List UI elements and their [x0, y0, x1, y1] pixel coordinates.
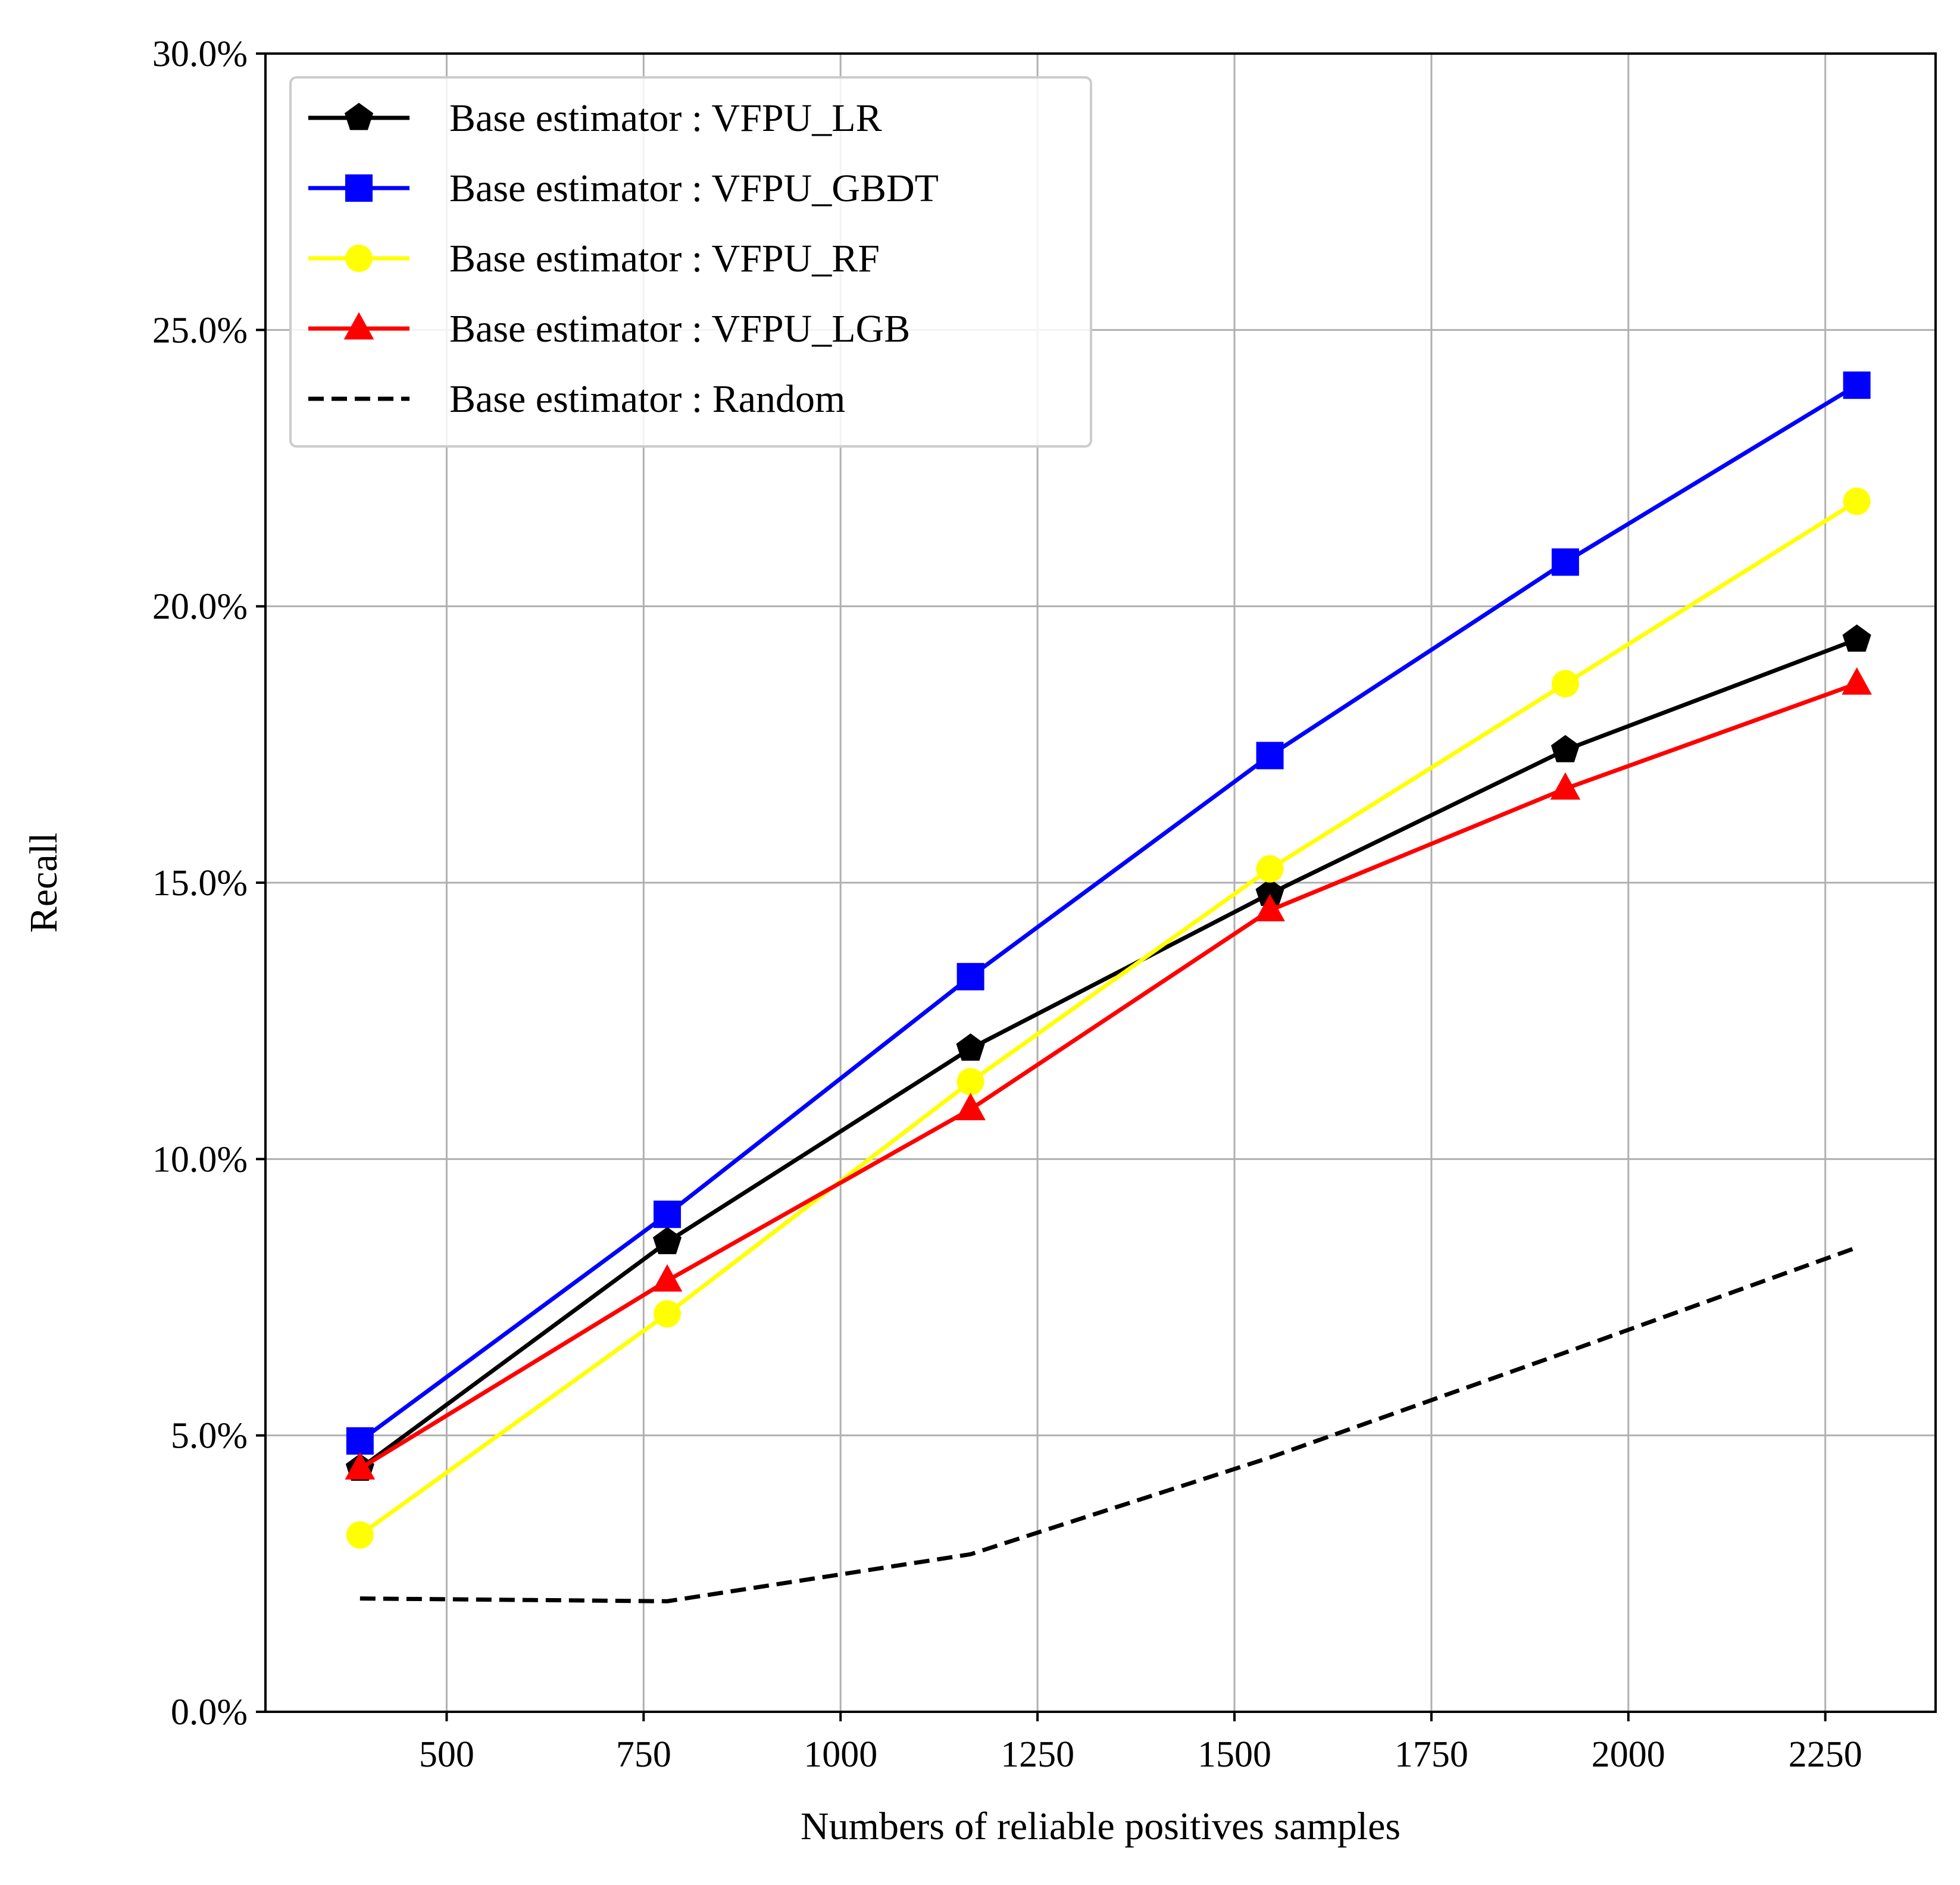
data-point	[1256, 742, 1284, 769]
data-point	[1843, 371, 1871, 399]
x-tick-label: 2250	[1789, 1734, 1862, 1775]
y-tick-label: 20.0%	[152, 587, 248, 627]
legend-marker	[345, 174, 373, 202]
x-tick-label: 1250	[1001, 1734, 1074, 1775]
x-tick-label: 500	[419, 1734, 474, 1775]
legend-label: Base estimator : VFPU_LR	[449, 96, 882, 140]
data-point	[654, 1300, 681, 1327]
y-tick-label: 5.0%	[171, 1416, 248, 1456]
data-point	[957, 963, 984, 990]
legend-marker	[345, 245, 373, 272]
x-tick-label: 750	[616, 1734, 671, 1775]
data-point	[346, 1521, 374, 1549]
y-axis-label: Recall	[22, 833, 65, 933]
x-tick-label: 1750	[1395, 1734, 1468, 1775]
data-point	[1552, 670, 1579, 698]
data-point	[1843, 487, 1871, 515]
y-tick-label: 0.0%	[171, 1692, 248, 1733]
x-axis-label: Numbers of reliable positives samples	[801, 1805, 1401, 1848]
y-tick-label: 10.0%	[152, 1139, 248, 1180]
y-tick-label: 30.0%	[152, 34, 248, 74]
data-point	[654, 1201, 681, 1228]
data-point	[346, 1427, 374, 1455]
x-tick-label: 1500	[1198, 1734, 1271, 1775]
legend-label: Base estimator : VFPU_GBDT	[449, 167, 939, 210]
x-tick-label: 2000	[1592, 1734, 1665, 1775]
legend: Base estimator : VFPU_LR Base estimator :…	[290, 77, 1091, 446]
legend-label: Base estimator : Random	[449, 377, 845, 421]
legend-label: Base estimator : VFPU_RF	[449, 237, 880, 280]
data-point	[1552, 548, 1579, 576]
y-tick-label: 15.0%	[152, 863, 248, 904]
y-tick-label: 25.0%	[152, 310, 248, 351]
data-point	[957, 1068, 984, 1095]
x-tick-label: 1000	[804, 1734, 877, 1775]
legend-label: Base estimator : VFPU_LGB	[449, 307, 910, 351]
data-point	[1256, 855, 1284, 883]
